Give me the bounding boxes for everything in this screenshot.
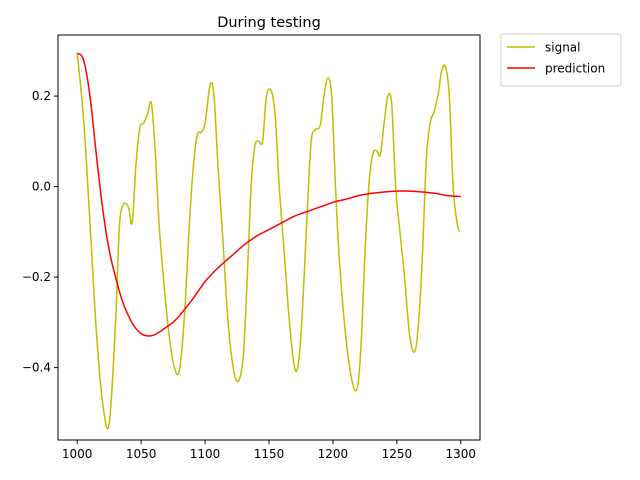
x-tick-label: 1300	[446, 447, 477, 461]
chart-title: During testing	[217, 15, 321, 31]
y-tick-label: −0.4	[22, 361, 51, 375]
series-line-prediction	[76, 52, 461, 337]
x-tick-label: 1100	[190, 447, 221, 461]
x-axis: 1000 1050 1100 1150 1200 1250 1300	[62, 440, 476, 461]
y-tick-label: −0.2	[22, 270, 51, 284]
y-axis: −0.4 −0.2 0.0 0.2	[22, 89, 58, 375]
x-tick-label: 1150	[254, 447, 285, 461]
y-tick-label: 0.2	[32, 89, 51, 103]
x-tick-label: 1050	[126, 447, 157, 461]
x-tick-label: 1200	[318, 447, 349, 461]
series-layer	[76, 52, 461, 430]
plot-frame	[57, 34, 481, 441]
series-line-signal	[76, 53, 461, 430]
x-tick-label: 1000	[62, 447, 93, 461]
y-tick-label: 0.0	[32, 180, 51, 194]
legend: signal prediction	[500, 33, 622, 87]
legend-label-prediction: prediction	[545, 62, 605, 76]
x-tick-label: 1250	[382, 447, 413, 461]
legend-label-signal: signal	[545, 41, 581, 55]
